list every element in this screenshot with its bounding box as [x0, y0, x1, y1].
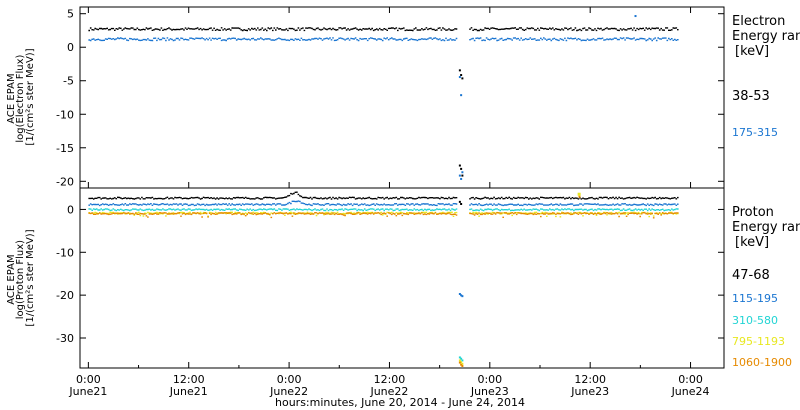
y-tick-label: 0 — [67, 203, 74, 216]
dropout-point-1060-1900 — [460, 363, 463, 366]
dropout-point-310-580 — [460, 357, 463, 360]
series-proton-1060-1900 — [88, 212, 679, 367]
electron-ylabel: ACE EPAM log(Electron Flux) [1/(cm²s ste… — [6, 48, 36, 145]
electron-legend-title-line-2: Energy ran — [732, 29, 800, 44]
proton-legend-title-line-1: Proton — [732, 205, 774, 220]
dropout-point-38-53 — [458, 164, 461, 167]
series-points-38-53 — [88, 27, 679, 32]
dropout-point-310-580 — [461, 359, 464, 362]
dropout-point-1060-1900 — [461, 365, 464, 367]
electron-outlier-point — [634, 15, 637, 18]
dropout-point-47-68 — [460, 203, 463, 205]
proton-legend-item-115-195: 115-195 — [732, 292, 778, 305]
proton-outlier-point-yellow — [577, 192, 581, 196]
proton-outlier-point-orange — [578, 195, 581, 198]
electron-legend-title-line-1: Electron — [732, 14, 785, 29]
axis-ticks-layer: 0:00June2112:00June210:00June2212:00June… — [56, 7, 724, 398]
electron-plot-frame — [79, 6, 725, 189]
proton-plot-frame — [79, 187, 725, 369]
x-tick-label-time: 12:00 — [574, 373, 606, 386]
proton-ylabel: ACE EPAM log(Proton Flux) [1/(cm²s ster … — [6, 229, 36, 326]
y-tick-label: -10 — [56, 246, 74, 259]
dropout-point-47-68 — [458, 200, 461, 203]
electron-legend-item-175-315: 175-315 — [732, 126, 778, 139]
x-tick-label-time: 0:00 — [76, 373, 101, 386]
x-tick-label-date: June21 — [169, 385, 208, 398]
series-points-1060-1900 — [88, 212, 679, 219]
proton-legend-item-310-580: 310-580 — [732, 314, 778, 327]
y-tick-label: -15 — [56, 142, 74, 155]
data-points-layer — [88, 15, 679, 367]
dropout-point-175-315 — [460, 94, 463, 97]
series-points-175-315 — [88, 37, 679, 42]
x-tick-label-date: June22 — [269, 385, 308, 398]
electron-legend-title-line-3: [keV] — [735, 44, 769, 59]
y-tick-label: -30 — [56, 332, 74, 345]
series-proton-795-1193 — [88, 211, 679, 365]
x-tick-label-date: June24 — [671, 385, 710, 398]
dropout-point-115-195 — [460, 294, 463, 297]
proton-legend-title: Proton Energy ran [keV] — [732, 205, 800, 250]
proton-ylabel-line-2: log(Proton Flux) — [15, 240, 26, 319]
y-tick-label: 0 — [67, 41, 74, 54]
dropout-point-795-1193 — [460, 361, 463, 364]
x-tick-label-date: June21 — [68, 385, 107, 398]
x-tick-label-date: June23 — [470, 385, 509, 398]
x-tick-label-time: 0:00 — [477, 373, 502, 386]
series-proton-47-68 — [88, 191, 679, 205]
electron-legend-title: Electron Energy ran [keV] — [732, 14, 800, 59]
proton-legend-item-47-68: 47-68 — [732, 268, 770, 283]
proton-legend-title-line-2: Energy ran — [732, 220, 800, 235]
dropout-point-310-580 — [458, 356, 461, 359]
dropout-point-795-1193 — [461, 362, 464, 365]
electron-ylabel-line-2: log(Electron Flux) — [15, 54, 26, 142]
series-electron-175-315 — [88, 37, 679, 180]
x-axis-label: hours:minutes, June 20, 2014 - June 24, … — [275, 396, 525, 409]
series-points-47-68 — [88, 191, 679, 200]
dropout-point-795-1193 — [458, 359, 461, 362]
series-points-310-580 — [88, 208, 679, 212]
proton-legend-item-1060-1900: 1060-1900 — [732, 356, 792, 369]
y-tick-label: -10 — [56, 108, 74, 121]
dropout-point-38-53 — [460, 74, 463, 77]
electron-ylabel-line-3: [1/(cm²s ster MeV)] — [25, 48, 36, 145]
proton-ylabel-line-1: ACE EPAM — [6, 254, 17, 304]
proton-legend-title-line-3: [keV] — [735, 235, 769, 250]
electron-legend-item-38-53: 38-53 — [732, 89, 770, 104]
x-tick-label-date: June22 — [369, 385, 408, 398]
y-tick-label: -20 — [56, 289, 74, 302]
proton-ylabel-line-3: [1/(cm²s ster MeV)] — [25, 229, 36, 326]
dropout-point-115-195 — [458, 293, 461, 295]
y-tick-label: -20 — [56, 175, 74, 188]
y-tick-label: 5 — [67, 8, 74, 21]
series-points-115-195 — [88, 200, 679, 207]
dropout-point-38-53 — [461, 174, 464, 177]
dropout-point-175-315 — [461, 171, 464, 174]
dropout-point-175-315 — [460, 177, 463, 180]
electron-ylabel-line-1: ACE EPAM — [6, 73, 17, 123]
x-tick-label-time: 12:00 — [374, 373, 406, 386]
x-tick-label-date: June23 — [570, 385, 609, 398]
dropout-point-1060-1900 — [458, 361, 461, 364]
proton-legend-item-795-1193: 795-1193 — [732, 335, 785, 348]
dropout-point-175-315 — [458, 76, 461, 79]
dropout-point-38-53 — [460, 167, 463, 170]
x-tick-label-time: 0:00 — [277, 373, 302, 386]
dropout-point-115-195 — [461, 295, 464, 298]
y-tick-label: -5 — [63, 75, 74, 88]
x-tick-label-time: 0:00 — [678, 373, 703, 386]
dropout-point-175-315 — [458, 174, 461, 177]
series-proton-310-580 — [88, 208, 679, 362]
dropout-point-38-53 — [458, 69, 461, 72]
dropout-point-38-53 — [461, 77, 464, 80]
x-tick-label-time: 12:00 — [173, 373, 205, 386]
series-electron-38-53 — [88, 27, 679, 177]
series-proton-115-195 — [88, 200, 679, 298]
